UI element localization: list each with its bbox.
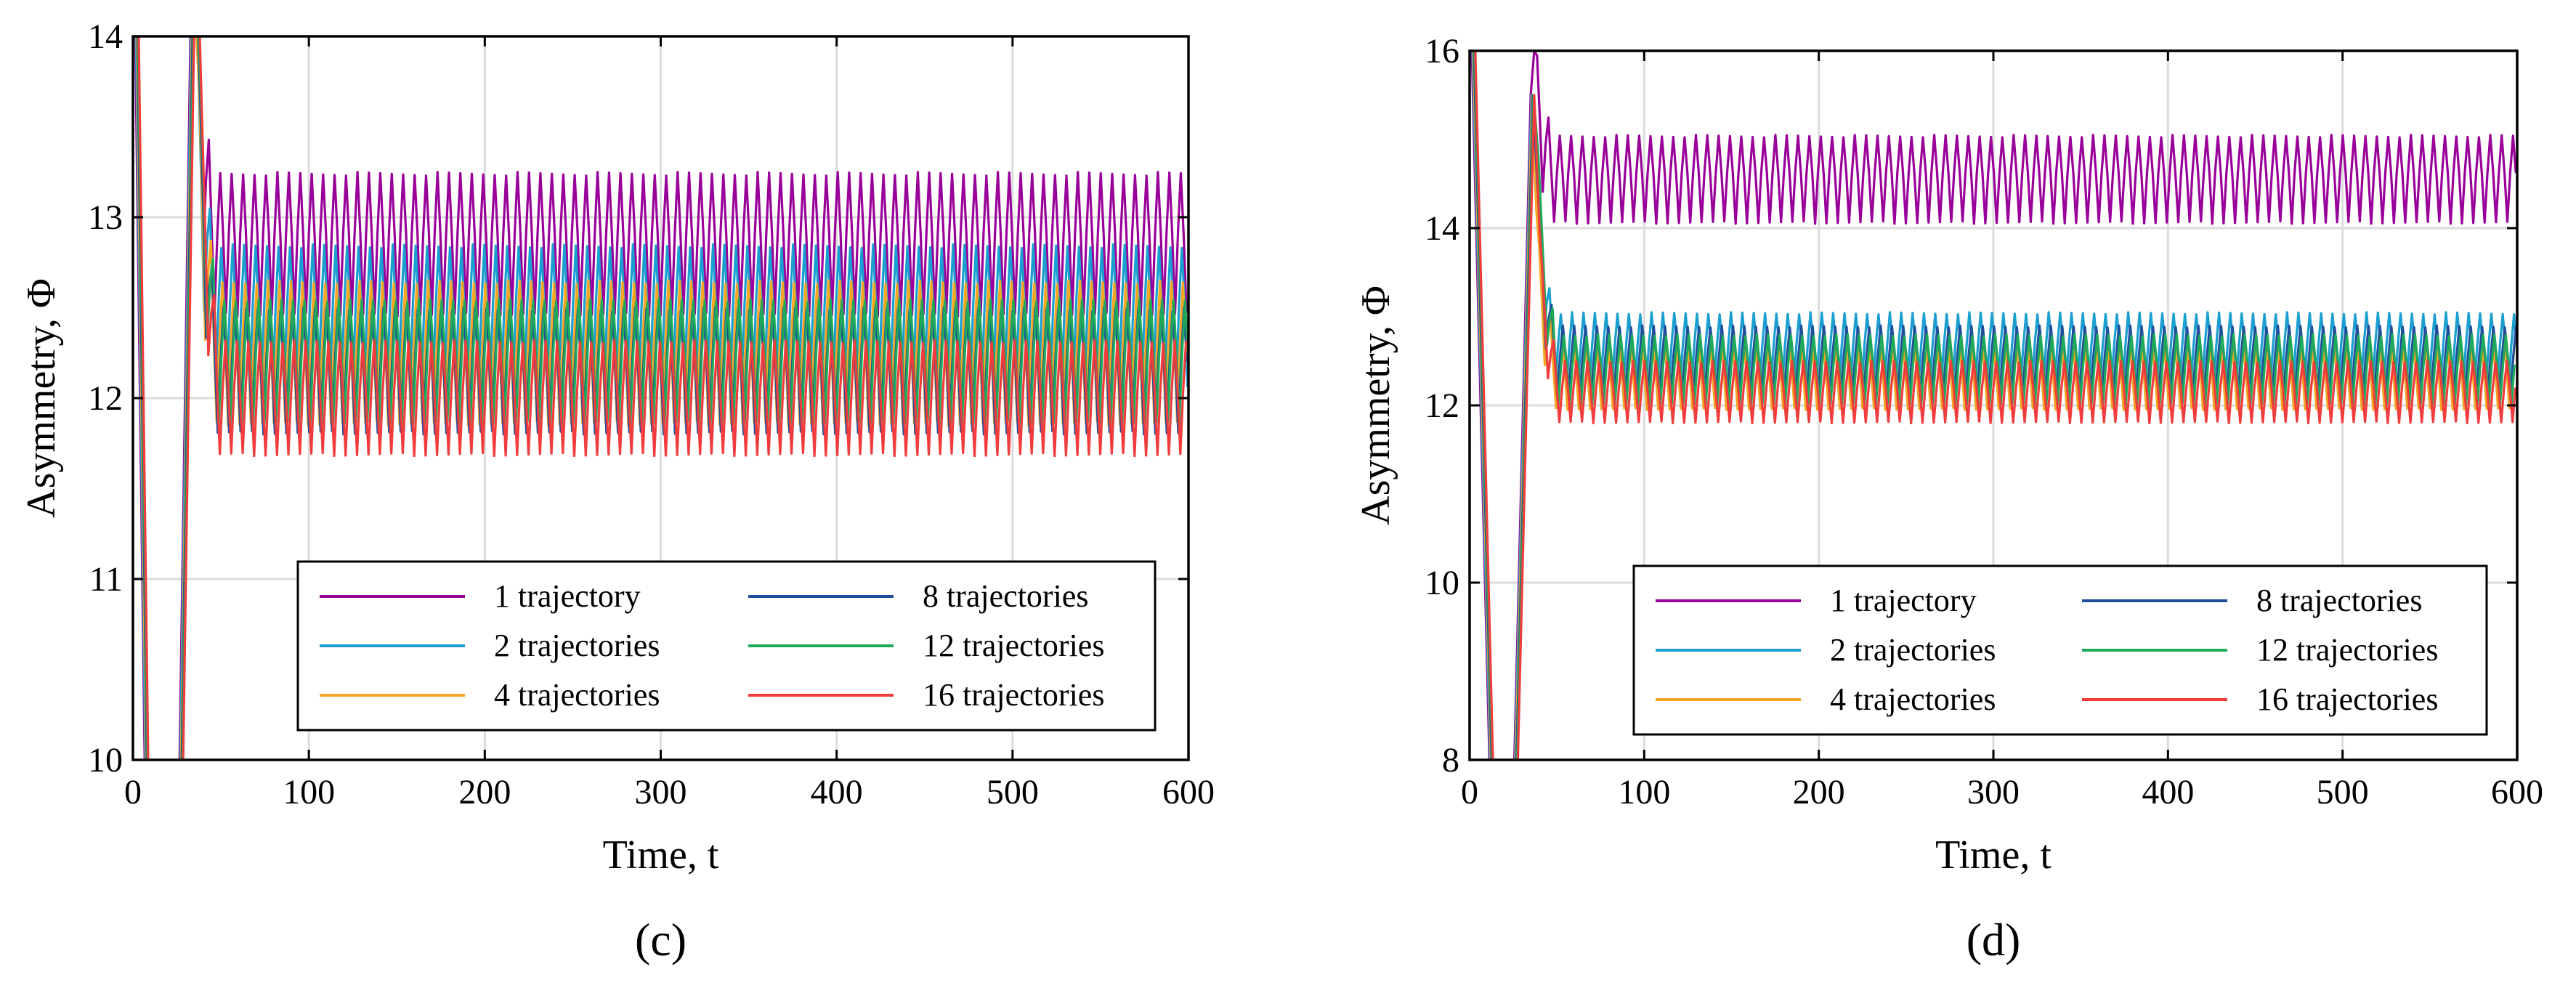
series-line-16-trajectories xyxy=(1474,51,2517,760)
x-tick-label: 100 xyxy=(1618,773,1670,811)
y-tick-label: 10 xyxy=(88,741,123,780)
x-tick-label: 500 xyxy=(2317,773,2369,811)
x-tick-label: 300 xyxy=(635,773,687,811)
series-line-4-trajectories xyxy=(1472,51,2516,760)
legend-entry: 2 trajectories xyxy=(494,628,660,663)
legend-entry: 2 trajectories xyxy=(1830,632,1996,668)
x-tick-label: 0 xyxy=(124,773,142,811)
legend-entry: 12 trajectories xyxy=(923,628,1104,663)
y-tick-label: 14 xyxy=(1425,209,1459,248)
y-tick-label: 11 xyxy=(89,560,123,599)
x-tick-label: 600 xyxy=(1162,773,1215,811)
y-tick-label: 16 xyxy=(1425,32,1459,70)
x-tick-label: 500 xyxy=(987,773,1039,811)
legend-entry: 4 trajectories xyxy=(1830,681,1996,717)
y-axis-label: Asymmetry, Φ xyxy=(1353,286,1398,525)
legend: 1 trajectory 2 trajectories 4 trajectories… xyxy=(296,560,1157,732)
legend-entry: 1 trajectory xyxy=(494,578,641,614)
x-axis-label: Time, t xyxy=(603,833,719,878)
y-tick-label: 10 xyxy=(1425,564,1459,602)
legend-entry: 16 trajectories xyxy=(2256,681,2438,717)
x-tick-label: 100 xyxy=(283,773,335,811)
y-axis-label: Asymmetry, Φ xyxy=(19,278,64,518)
legend-entry: 12 trajectories xyxy=(2256,632,2438,668)
series-group xyxy=(1470,51,2517,760)
legend: 1 trajectory 2 trajectories 4 trajectories… xyxy=(1632,564,2488,736)
x-tick-label: 300 xyxy=(1967,773,2020,811)
y-tick-label: 12 xyxy=(88,379,123,418)
y-tick-label: 13 xyxy=(88,198,123,237)
series-line-1-trajectory xyxy=(134,36,1188,760)
x-tick-label: 0 xyxy=(1461,773,1478,811)
legend-entry: 4 trajectories xyxy=(494,677,660,713)
x-tick-label: 200 xyxy=(458,773,511,811)
panel-d: 0 100 200 300 400 500 600 8 10 12 14 16 Time, t Asymm… xyxy=(1353,32,2543,965)
x-tick-label: 400 xyxy=(2142,773,2194,811)
series-line-12-trajectories xyxy=(1473,51,2516,760)
legend-entry: 8 trajectories xyxy=(923,578,1088,614)
x-tick-label: 400 xyxy=(811,773,863,811)
x-axis-label: Time, t xyxy=(1935,833,2052,878)
series-line-16-trajectories xyxy=(137,36,1188,760)
series-group xyxy=(134,36,1188,760)
x-tick-label: 200 xyxy=(1793,773,1845,811)
series-line-1-trajectory xyxy=(1470,51,2517,760)
y-tick-label: 14 xyxy=(88,17,123,56)
legend-entry: 1 trajectory xyxy=(1830,583,1977,618)
panel-c: 0 100 200 300 400 500 600 10 11 12 13 14 Time, t Asym… xyxy=(19,17,1215,965)
panel-label: (d) xyxy=(1967,914,2021,965)
y-tick-label: 12 xyxy=(1425,386,1459,425)
x-tick-label: 600 xyxy=(2491,773,2543,811)
y-tick-label: 8 xyxy=(1442,741,1459,780)
legend-entry: 8 trajectories xyxy=(2256,583,2422,618)
legend-entry: 16 trajectories xyxy=(923,677,1104,713)
panel-label: (c) xyxy=(635,914,686,965)
